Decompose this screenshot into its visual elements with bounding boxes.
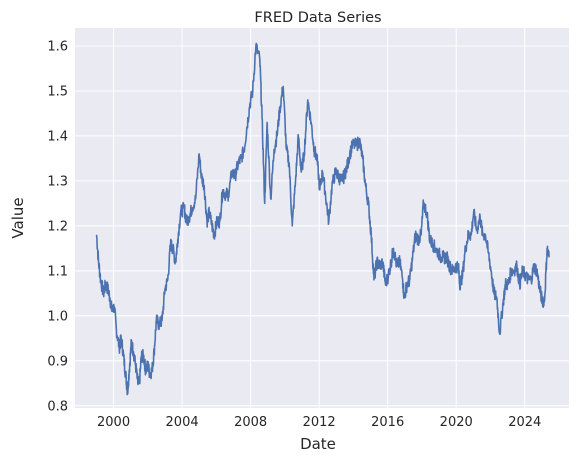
x-axis-label: Date — [300, 435, 336, 453]
y-tick-label: 1.3 — [47, 174, 68, 189]
x-tick-label: 2016 — [371, 415, 404, 430]
x-tick-label: 2024 — [508, 415, 541, 430]
series-line — [95, 42, 550, 396]
y-tick-label: 1.5 — [47, 84, 68, 99]
y-tick-label: 1.4 — [47, 129, 68, 144]
y-tick-label: 1.2 — [47, 219, 68, 234]
y-tick-label: 1.1 — [47, 264, 68, 279]
x-tick-label: 2008 — [234, 415, 267, 430]
x-tick-label: 2004 — [166, 415, 199, 430]
y-axis-label: Value — [9, 197, 27, 238]
x-tick-labels: 2000 2004 2008 2012 2016 2020 2024 — [97, 415, 541, 430]
y-tick-labels: 0.8 0.9 1.0 1.1 1.2 1.3 1.4 1.5 1.6 — [47, 39, 68, 414]
y-tick-label: 1.0 — [47, 309, 68, 324]
y-tick-label: 0.8 — [47, 399, 68, 414]
x-tick-label: 2020 — [440, 415, 473, 430]
x-tick-label: 2012 — [303, 415, 336, 430]
plot-background — [75, 28, 569, 408]
chart-title: FRED Data Series — [254, 10, 381, 26]
y-tick-label: 1.6 — [47, 39, 68, 54]
y-tick-label: 0.9 — [47, 354, 68, 369]
x-tick-label: 2000 — [97, 415, 130, 430]
